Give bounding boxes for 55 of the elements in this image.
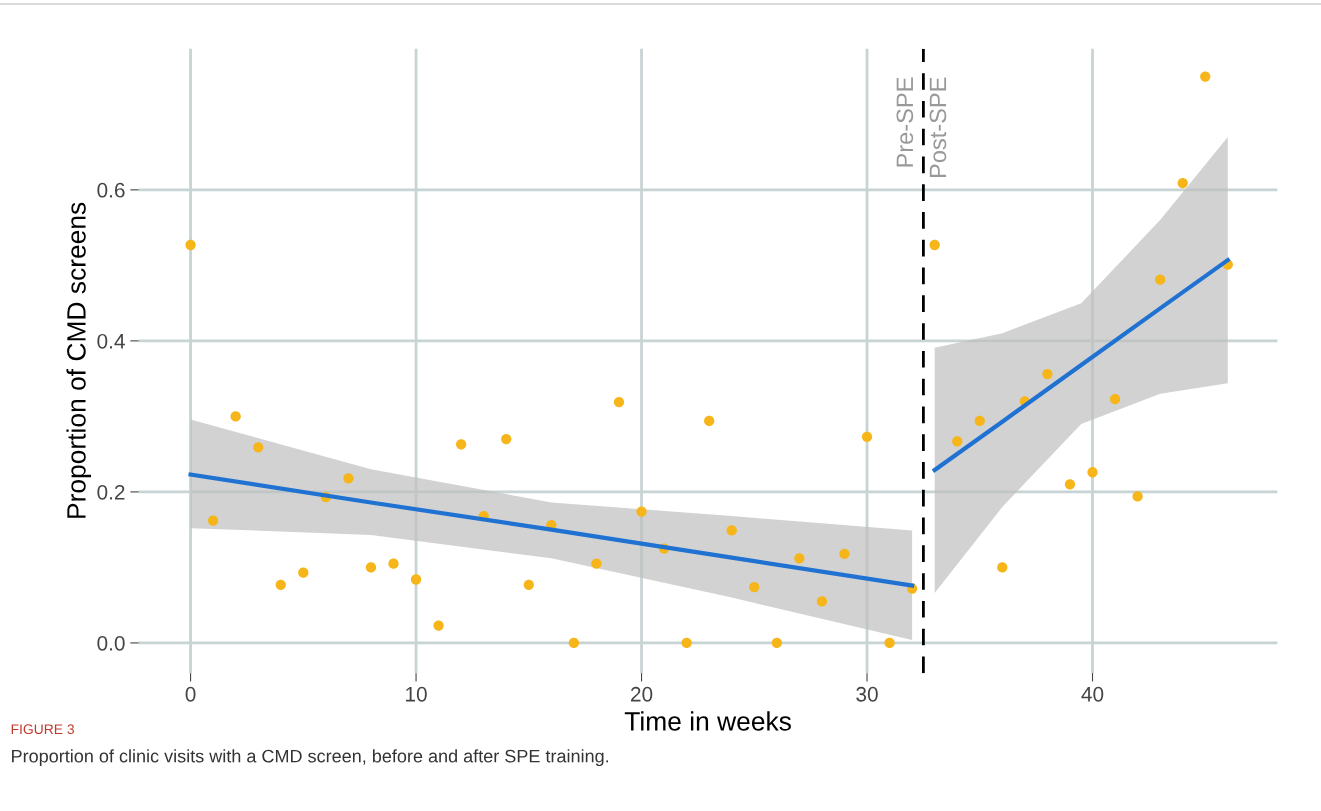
point [1132, 491, 1143, 502]
point [343, 473, 354, 484]
x-tick-label: 30 [856, 686, 878, 702]
y-tick-label: 0.2 [97, 484, 125, 500]
point [726, 525, 737, 536]
point [952, 436, 963, 447]
y-tick-label: 0.4 [97, 333, 125, 349]
point [681, 637, 692, 649]
point [704, 415, 715, 427]
point [388, 558, 399, 569]
point [456, 439, 467, 450]
point [591, 558, 602, 569]
point [997, 562, 1008, 573]
point [839, 548, 850, 559]
point [1200, 71, 1211, 82]
point [207, 515, 219, 526]
point [433, 620, 444, 631]
point [929, 239, 940, 251]
y-tick-label: 0.6 [97, 182, 125, 198]
point [501, 433, 512, 445]
point [749, 581, 760, 593]
point [816, 596, 828, 607]
annotation: Post-SPE [929, 77, 947, 178]
point [1109, 393, 1121, 405]
x-tick-label: 10 [406, 686, 427, 702]
point [298, 567, 309, 578]
point [230, 411, 241, 422]
point [1177, 177, 1188, 189]
y-tick-label: 0.0 [97, 635, 125, 651]
point [275, 579, 286, 590]
point [771, 637, 782, 649]
point [613, 396, 625, 408]
point [185, 239, 196, 251]
x-tick-label: 40 [1081, 686, 1104, 702]
point [568, 637, 580, 649]
x-tick-label: 20 [631, 686, 653, 702]
point [974, 415, 985, 427]
text: Proportion of clinic visits with a CMD screen, before and after SPE training. [12, 749, 609, 767]
point [1155, 274, 1166, 285]
point [861, 431, 873, 442]
x-tick-label: 0 [185, 686, 196, 702]
point [794, 553, 805, 564]
point [365, 562, 377, 573]
point [1042, 368, 1053, 380]
caption: FIGURE 3 [11, 724, 75, 735]
point [253, 442, 264, 453]
point [1064, 479, 1076, 490]
annotation: Pre-SPE [896, 77, 914, 167]
point [884, 637, 895, 649]
point [410, 574, 422, 585]
point [636, 506, 647, 517]
point [523, 579, 534, 590]
y-axis-title: Proportion of CMD screens [66, 202, 91, 518]
point [1087, 467, 1098, 478]
x-axis-title: Time in weeks [624, 711, 791, 731]
